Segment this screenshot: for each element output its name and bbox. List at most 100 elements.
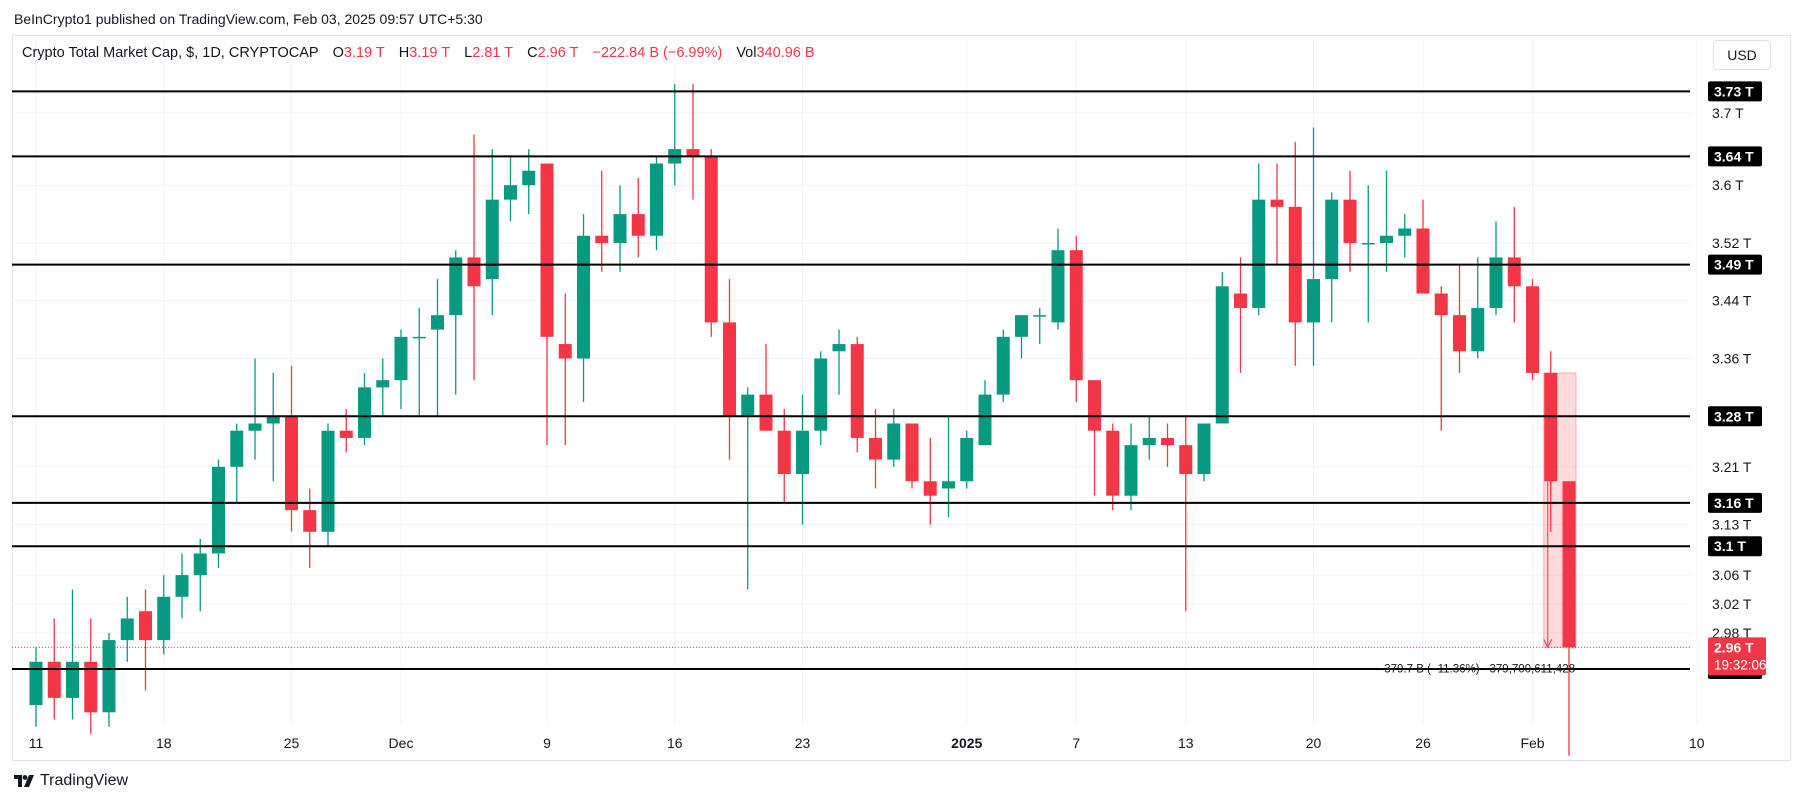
candle-down[interactable] [84,661,98,713]
candle-up[interactable] [394,336,408,381]
candle-up[interactable] [1197,423,1211,475]
candle-up[interactable] [1398,228,1412,236]
candle-down[interactable] [1544,372,1558,482]
candle-up[interactable] [485,199,499,280]
candle-up[interactable] [230,430,244,467]
candle-up[interactable] [887,423,901,460]
candle-up[interactable] [650,163,663,236]
candle-up[interactable] [1361,242,1375,245]
candle-up[interactable] [1015,315,1028,337]
candle-down[interactable] [1069,250,1083,381]
candle-up[interactable] [120,618,134,641]
measure-arrow-head [1543,639,1553,649]
candle-down[interactable] [923,481,937,496]
y-axis-tick-label: 3.7 T [1712,105,1744,121]
brand-name: TradingView [40,772,129,789]
candle-down[interactable] [1343,199,1357,243]
candle-down[interactable] [850,344,864,438]
candle-up[interactable] [978,394,992,446]
candle-up[interactable] [942,481,955,489]
level-tag[interactable] [1708,406,1762,427]
candle-up[interactable] [996,336,1010,395]
candle-down[interactable] [1416,228,1430,294]
candle-down[interactable] [1106,430,1120,496]
candle-up[interactable] [1142,437,1156,446]
candle-down[interactable] [558,344,572,359]
candle-up[interactable] [1033,315,1047,317]
candle-up[interactable] [1252,199,1266,308]
candle-down[interactable] [467,257,481,287]
candle-down[interactable] [777,430,791,475]
candle-down[interactable] [1270,199,1284,207]
candle-down[interactable] [303,510,317,532]
high-value: 3.19 T [409,45,451,61]
candle-up[interactable] [1307,279,1320,323]
candle-down[interactable] [1526,286,1539,373]
currency-button[interactable]: USD [1713,40,1771,70]
candle-up[interactable] [613,214,627,243]
candle-up[interactable] [1380,235,1393,243]
candle-up[interactable] [1124,445,1138,496]
candle-up[interactable] [248,423,262,431]
symbol-title[interactable]: Crypto Total Market Cap, $, 1D, CRYPTOCA… [22,45,319,61]
candle-down[interactable] [1434,293,1448,316]
candle-down[interactable] [1507,257,1521,287]
candle-up[interactable] [577,235,590,359]
candle-down[interactable] [869,437,882,460]
level-tag[interactable] [1708,536,1762,557]
candle-up[interactable] [1489,257,1503,308]
candle-up[interactable] [522,170,536,186]
candle-up[interactable] [321,430,335,532]
candle-down[interactable] [339,430,353,438]
level-tag[interactable] [1708,81,1762,102]
candle-down[interactable] [139,611,152,641]
candle-up[interactable] [1215,286,1229,424]
candle-up[interactable] [741,394,755,417]
candle-up[interactable] [266,416,280,424]
candle-down[interactable] [285,416,298,511]
candle-down[interactable] [540,163,554,337]
candle-up[interactable] [1051,250,1065,323]
candle-up[interactable] [431,315,444,330]
candle-down[interactable] [704,156,718,323]
candle-down[interactable] [1088,380,1101,431]
candle-down[interactable] [1161,437,1174,446]
candle-up[interactable] [412,336,426,339]
candle-up[interactable] [504,185,517,200]
candle-down[interactable] [686,149,700,157]
chart-frame [12,35,1791,761]
candle-down[interactable] [723,322,736,417]
candle-up[interactable] [66,661,79,698]
candle-up[interactable] [157,596,171,641]
candle-up[interactable] [376,380,390,388]
candle-up[interactable] [102,640,116,713]
candle-down[interactable] [631,214,645,236]
candle-up[interactable] [358,387,371,438]
tradingview-logo-icon [14,775,34,787]
candle-up[interactable] [832,344,846,352]
candle-up[interactable] [1471,307,1485,352]
candle-down[interactable] [1562,481,1576,648]
last-price-tag[interactable] [1708,637,1766,676]
candle-up[interactable] [1325,199,1339,280]
level-tag[interactable] [1708,146,1762,167]
candle-down[interactable] [905,423,919,482]
candle-up[interactable] [193,553,207,576]
level-tag[interactable] [1708,492,1762,513]
candle-down[interactable] [1179,445,1193,475]
candle-up[interactable] [212,466,225,554]
candle-up[interactable] [449,257,463,316]
level-tag[interactable] [1708,254,1762,275]
candle-up[interactable] [796,430,809,475]
candle-up[interactable] [29,661,43,706]
candle-up[interactable] [814,358,828,431]
candle-down[interactable] [47,661,61,698]
candle-down[interactable] [1453,315,1466,352]
candle-down[interactable] [595,235,609,243]
tradingview-brand[interactable]: TradingView [14,772,128,790]
candle-down[interactable] [1234,293,1247,308]
candle-down[interactable] [759,394,773,431]
candle-up[interactable] [175,575,189,597]
candle-up[interactable] [960,437,974,482]
